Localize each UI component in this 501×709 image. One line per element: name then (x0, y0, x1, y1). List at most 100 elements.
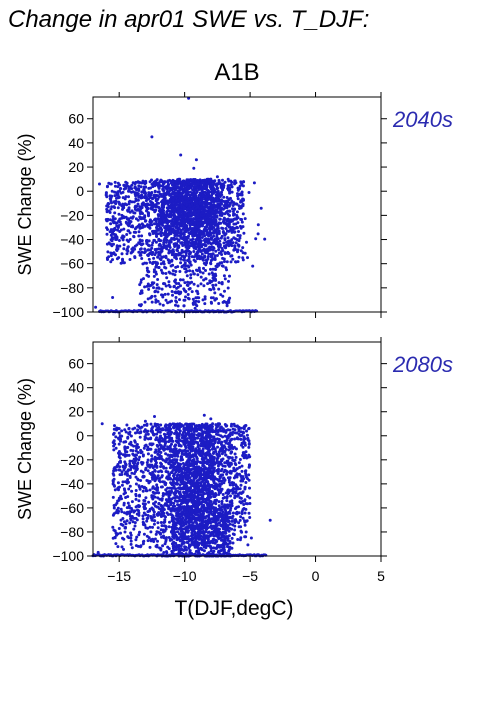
data-point (106, 202, 110, 206)
data-point (259, 206, 263, 210)
data-point (112, 448, 116, 452)
data-point (197, 249, 201, 252)
data-point (148, 232, 151, 236)
data-point (144, 468, 148, 472)
data-point (192, 282, 196, 286)
data-point (189, 185, 193, 189)
data-point (227, 204, 231, 208)
data-point (175, 300, 179, 304)
data-point (172, 236, 176, 240)
data-point (230, 190, 234, 194)
data-point (173, 234, 177, 238)
data-point (130, 443, 134, 447)
data-point (236, 197, 240, 201)
data-point (202, 205, 206, 209)
data-point (235, 225, 239, 229)
data-point (188, 200, 192, 204)
data-point (204, 277, 208, 281)
data-point (114, 435, 118, 439)
data-point (168, 243, 171, 247)
data-point (146, 448, 150, 452)
data-point (243, 485, 247, 489)
data-point (243, 520, 247, 524)
data-point (151, 229, 154, 233)
data-point (215, 231, 219, 235)
data-point (163, 232, 167, 235)
data-point (153, 184, 157, 188)
y-tick-label: −80 (60, 280, 84, 296)
data-point (130, 190, 133, 194)
data-point (111, 296, 115, 299)
data-point (197, 238, 201, 242)
data-point (243, 511, 247, 515)
data-point (123, 480, 127, 484)
data-point (207, 197, 211, 201)
data-point (146, 452, 150, 456)
data-point (159, 528, 163, 532)
data-point (192, 300, 196, 304)
data-point (117, 527, 121, 530)
data-point (248, 496, 252, 500)
data-point (231, 532, 235, 536)
data-point (222, 300, 226, 303)
data-point (201, 257, 205, 261)
data-point (240, 183, 244, 187)
data-point (153, 253, 157, 257)
data-point (133, 255, 137, 259)
data-point (136, 202, 140, 206)
data-point (203, 234, 207, 238)
data-point (179, 215, 183, 219)
data-point (139, 545, 142, 549)
data-point (188, 260, 191, 264)
data-point (163, 542, 167, 546)
data-point (128, 186, 132, 190)
data-point (109, 251, 113, 255)
data-point (160, 287, 164, 291)
data-point (188, 204, 192, 208)
data-point (146, 539, 150, 543)
data-point (201, 185, 205, 189)
data-point (140, 222, 144, 226)
data-point (159, 423, 163, 427)
data-point (136, 192, 140, 196)
data-point (215, 546, 219, 550)
data-point (155, 178, 159, 182)
data-point (127, 200, 131, 204)
data-point (236, 250, 239, 254)
data-point (191, 179, 195, 183)
data-point (164, 240, 168, 244)
data-point (115, 248, 118, 252)
figure-title: Change in apr01 SWE vs. T_DJF: (8, 6, 369, 33)
data-point (145, 422, 149, 426)
data-point (157, 266, 161, 269)
data-point (243, 251, 247, 255)
data-point (181, 198, 184, 201)
data-point (184, 230, 188, 234)
data-point (134, 431, 137, 435)
data-point (151, 241, 155, 245)
data-point (234, 237, 237, 241)
data-point (177, 251, 181, 255)
data-point (144, 185, 147, 189)
data-point (194, 296, 198, 300)
data-point (151, 466, 155, 470)
data-point (121, 536, 124, 540)
data-point (134, 497, 138, 501)
data-point (174, 255, 178, 259)
data-point (164, 284, 168, 288)
data-point (208, 287, 212, 291)
data-point (135, 205, 139, 208)
data-point (198, 197, 202, 201)
data-point (202, 247, 206, 251)
data-point (121, 190, 125, 194)
data-point (123, 454, 127, 458)
data-point (109, 233, 113, 237)
data-point (236, 221, 240, 225)
data-point (226, 545, 229, 549)
data-point (156, 539, 159, 543)
data-point (141, 542, 145, 546)
data-point (211, 286, 215, 290)
data-point (174, 185, 177, 189)
data-point (243, 499, 247, 503)
data-point (105, 242, 109, 246)
